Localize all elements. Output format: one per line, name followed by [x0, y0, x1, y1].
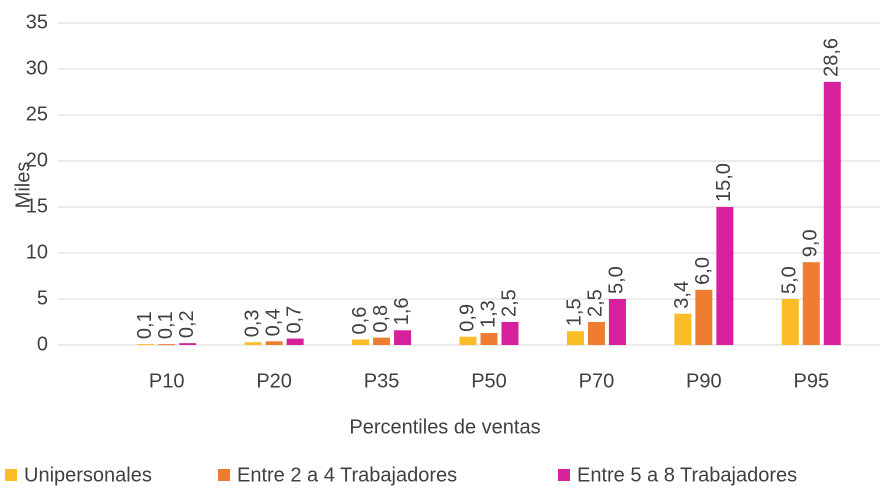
- bar: [716, 207, 734, 345]
- data-label: 0,6: [349, 307, 371, 335]
- data-label: 0,7: [283, 306, 305, 334]
- y-tick-label: 15: [26, 195, 48, 217]
- bar: [781, 299, 799, 345]
- bar: [394, 330, 412, 345]
- data-label: 0,9: [456, 304, 478, 332]
- y-tick-label: 0: [37, 333, 48, 355]
- data-label: 0,8: [370, 305, 392, 333]
- legend-label: Entre 5 a 8 Trabajadores: [577, 464, 797, 486]
- y-tick-label: 30: [26, 57, 48, 79]
- bar: [137, 344, 155, 346]
- bar: [608, 299, 626, 345]
- bar: [501, 322, 519, 345]
- x-tick-label: P90: [686, 370, 722, 392]
- data-label: 15,0: [713, 163, 735, 202]
- bar: [158, 344, 176, 346]
- data-label: 6,0: [692, 257, 714, 285]
- data-label: 1,5: [564, 298, 586, 326]
- data-label: 0,4: [262, 309, 284, 337]
- data-label: 1,6: [391, 297, 413, 325]
- x-tick-label: P10: [149, 370, 185, 392]
- data-label: 0,3: [241, 309, 263, 337]
- data-label: 2,5: [585, 289, 607, 317]
- data-label: 28,6: [821, 38, 843, 77]
- data-label: 0,2: [176, 310, 198, 338]
- data-label: 5,0: [779, 266, 801, 294]
- legend-label: Entre 2 a 4 Trabajadores: [237, 464, 457, 486]
- bar: [802, 262, 820, 345]
- bar: [587, 322, 605, 345]
- bar: [695, 289, 713, 345]
- legend-label: Unipersonales: [24, 464, 152, 486]
- bar: [373, 337, 391, 345]
- y-axis-title: Miles: [12, 162, 34, 209]
- data-label: 5,0: [606, 266, 628, 294]
- bar: [823, 81, 841, 345]
- bar: [352, 339, 370, 345]
- legend-swatch: [5, 469, 17, 481]
- bar: [244, 342, 262, 345]
- legend-swatch: [218, 469, 230, 481]
- y-tick-label: 35: [26, 11, 48, 33]
- data-label: 0,1: [155, 311, 177, 339]
- data-label: 1,3: [477, 300, 499, 328]
- data-label: 0,1: [134, 311, 156, 339]
- bar: [480, 333, 498, 345]
- data-label: 9,0: [800, 229, 822, 257]
- y-tick-label: 10: [26, 241, 48, 263]
- bar: [265, 341, 283, 345]
- data-label: 3,4: [671, 281, 693, 309]
- x-tick-label: P20: [256, 370, 292, 392]
- y-tick-label: 20: [26, 149, 48, 171]
- y-tick-label: 25: [26, 103, 48, 125]
- y-tick-label: 5: [37, 287, 48, 309]
- x-tick-label: P95: [793, 370, 829, 392]
- x-tick-label: P70: [579, 370, 615, 392]
- bar: [286, 338, 304, 345]
- data-label: 2,5: [498, 289, 520, 317]
- legend-swatch: [558, 469, 570, 481]
- x-axis-title: Percentiles de ventas: [349, 416, 540, 438]
- x-tick-label: P50: [471, 370, 507, 392]
- x-tick-label: P35: [364, 370, 400, 392]
- bar: [179, 343, 197, 345]
- bar: [566, 331, 584, 345]
- bar: [674, 313, 692, 345]
- bar: [459, 336, 477, 345]
